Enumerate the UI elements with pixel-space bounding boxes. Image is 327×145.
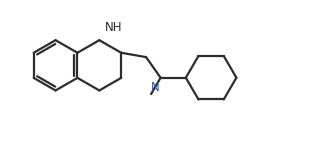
Text: N: N <box>150 81 159 94</box>
Text: NH: NH <box>105 21 123 35</box>
